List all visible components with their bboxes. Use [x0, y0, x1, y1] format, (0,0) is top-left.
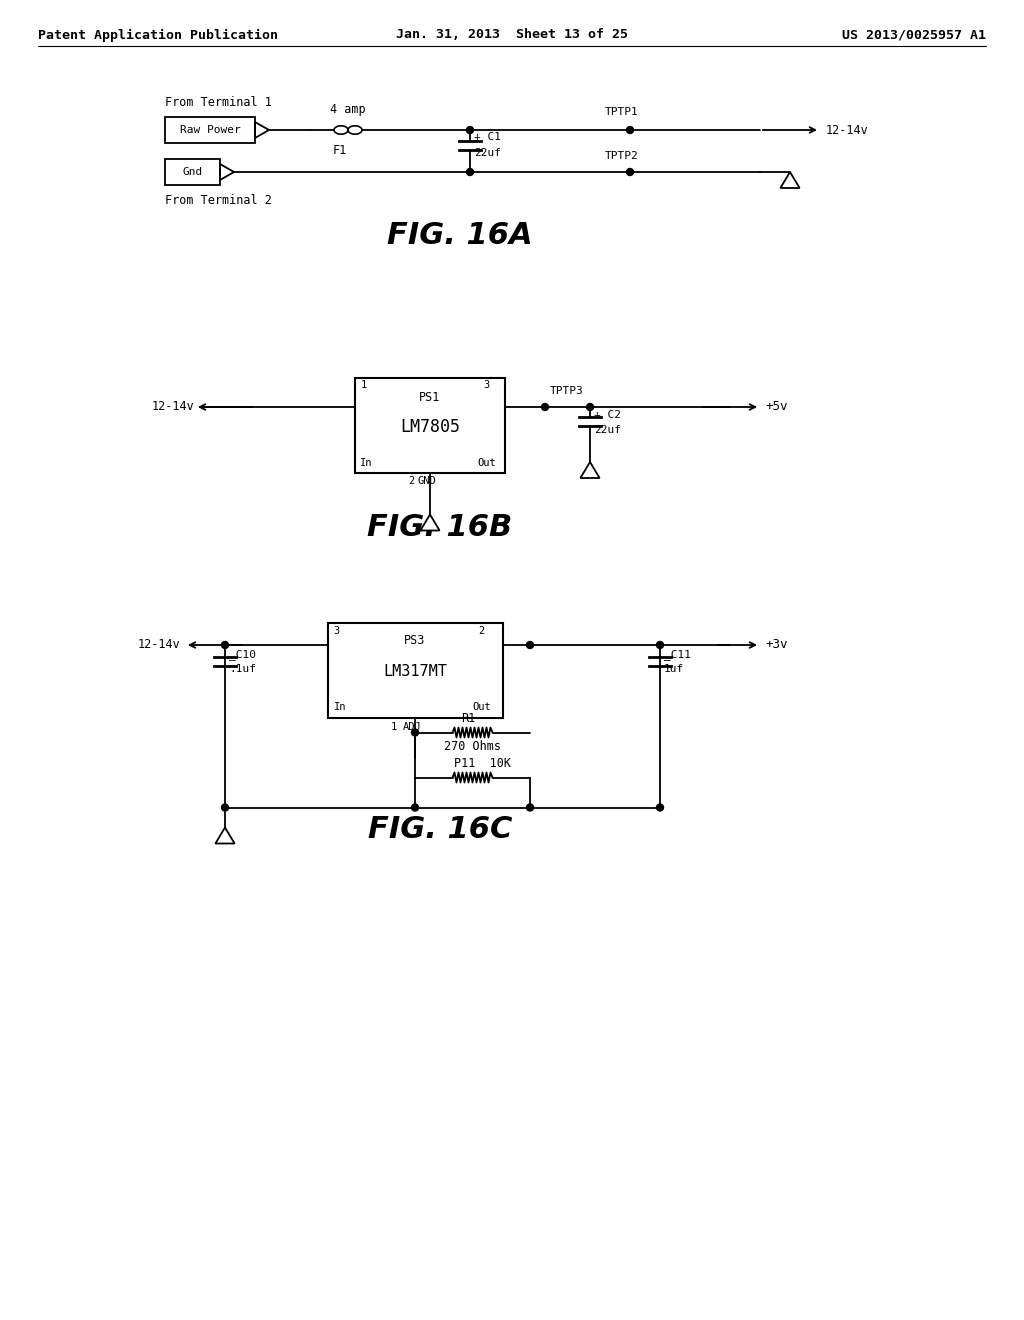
- Text: +3v: +3v: [766, 639, 788, 652]
- Text: 270 Ohms: 270 Ohms: [444, 741, 501, 752]
- Text: From Terminal 2: From Terminal 2: [165, 194, 272, 206]
- Text: 22uf: 22uf: [594, 425, 621, 436]
- Text: +5v: +5v: [766, 400, 788, 413]
- Text: _C10: _C10: [229, 649, 256, 660]
- Text: Jan. 31, 2013  Sheet 13 of 25: Jan. 31, 2013 Sheet 13 of 25: [396, 29, 628, 41]
- Bar: [355, 378, 505, 473]
- Circle shape: [587, 404, 594, 411]
- Text: F1: F1: [333, 144, 347, 157]
- Bar: [165, 158, 220, 185]
- Text: TPTP1: TPTP1: [605, 107, 639, 117]
- Text: TPTP3: TPTP3: [550, 385, 584, 396]
- Circle shape: [656, 804, 664, 810]
- Circle shape: [412, 729, 419, 737]
- Text: .1uf: .1uf: [229, 664, 256, 675]
- Bar: [165, 117, 255, 143]
- Circle shape: [542, 404, 549, 411]
- Text: 3: 3: [334, 626, 340, 635]
- Text: 1: 1: [391, 722, 397, 731]
- Text: 3: 3: [483, 380, 489, 391]
- Text: PS1: PS1: [419, 391, 440, 404]
- Text: PS3: PS3: [404, 634, 426, 647]
- Circle shape: [467, 169, 473, 176]
- Text: Out: Out: [477, 458, 496, 467]
- Text: Patent Application Publication: Patent Application Publication: [38, 29, 278, 41]
- Text: TPTP2: TPTP2: [605, 150, 639, 161]
- Text: FIG. 16A: FIG. 16A: [387, 220, 532, 249]
- Text: LM317MT: LM317MT: [383, 664, 446, 680]
- Text: 4 amp: 4 amp: [330, 103, 366, 116]
- Text: 12-14v: 12-14v: [826, 124, 868, 136]
- Text: R1: R1: [462, 711, 475, 725]
- Text: + C1: + C1: [474, 132, 501, 143]
- Text: + C2: + C2: [594, 411, 621, 420]
- Text: Raw Power: Raw Power: [179, 125, 241, 135]
- Text: 2: 2: [478, 626, 484, 635]
- Text: P11  10K: P11 10K: [455, 756, 512, 770]
- Text: _C11: _C11: [664, 649, 691, 660]
- Text: Gnd: Gnd: [182, 168, 203, 177]
- Text: Out: Out: [472, 702, 492, 713]
- Text: In: In: [334, 702, 346, 713]
- Circle shape: [412, 804, 419, 810]
- Text: FIG. 16C: FIG. 16C: [368, 816, 512, 845]
- Text: 12-14v: 12-14v: [138, 639, 181, 652]
- Text: LM7805: LM7805: [400, 418, 460, 436]
- Circle shape: [526, 804, 534, 810]
- Text: US 2013/0025957 A1: US 2013/0025957 A1: [842, 29, 986, 41]
- Circle shape: [656, 642, 664, 648]
- Circle shape: [221, 804, 228, 810]
- Circle shape: [526, 642, 534, 648]
- Text: 22uf: 22uf: [474, 148, 501, 158]
- Circle shape: [221, 642, 228, 648]
- Bar: [328, 623, 503, 718]
- Text: In: In: [360, 458, 373, 467]
- Circle shape: [627, 127, 634, 133]
- Text: ADJ: ADJ: [403, 722, 422, 731]
- Text: 1: 1: [361, 380, 368, 391]
- Text: GND: GND: [418, 477, 437, 487]
- Text: FIG. 16B: FIG. 16B: [368, 512, 513, 541]
- Text: From Terminal 1: From Terminal 1: [165, 95, 272, 108]
- Text: 1uf: 1uf: [664, 664, 684, 675]
- Circle shape: [467, 127, 473, 133]
- Text: 12-14v: 12-14v: [152, 400, 195, 413]
- Text: 2: 2: [408, 477, 415, 487]
- Circle shape: [627, 169, 634, 176]
